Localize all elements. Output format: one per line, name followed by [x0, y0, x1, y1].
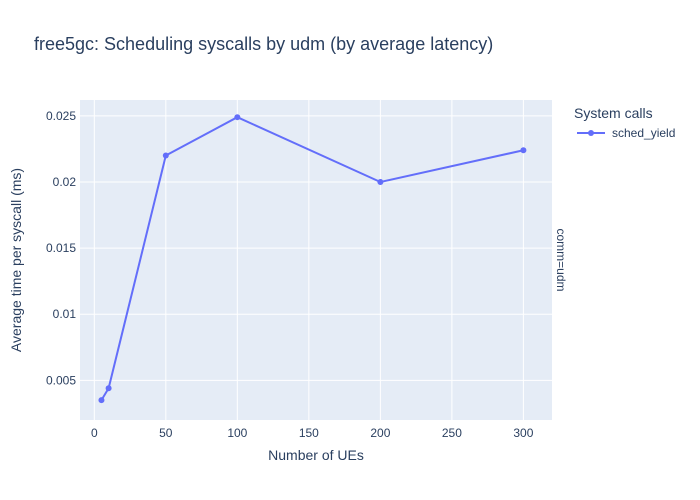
data-point[interactable]	[98, 397, 105, 404]
data-point[interactable]	[234, 114, 241, 121]
data-point[interactable]	[162, 152, 169, 159]
y-tick-label: 0.01	[53, 307, 77, 321]
data-point[interactable]	[520, 147, 527, 154]
data-point[interactable]	[377, 178, 384, 185]
legend-title: System calls	[574, 105, 653, 121]
series-layer	[98, 114, 527, 404]
y-tick-label: 0.015	[46, 241, 76, 255]
y-tick-label: 0.02	[53, 175, 77, 189]
y-tick-labels: 0.005 0.01 0.015 0.02 0.025	[46, 109, 76, 387]
y-axis-title: Average time per syscall (ms)	[8, 168, 24, 352]
x-tick-label: 200	[370, 426, 390, 440]
x-tick-label: 100	[227, 426, 247, 440]
x-tick-label: 300	[513, 426, 533, 440]
x-axis-title: Number of UEs	[268, 447, 364, 463]
x-tick-label: 250	[442, 426, 462, 440]
x-tick-label: 50	[159, 426, 173, 440]
chart-title: free5gc: Scheduling syscalls by udm (by …	[34, 34, 493, 54]
legend-item-sched-yield[interactable]: sched_yield	[577, 126, 675, 140]
x-tick-label: 0	[91, 426, 98, 440]
legend-marker-swatch	[588, 130, 594, 136]
data-point[interactable]	[105, 385, 112, 392]
x-tick-label: 150	[299, 426, 319, 440]
facet-label: comm=udm	[554, 228, 568, 291]
y-tick-label: 0.025	[46, 109, 76, 123]
legend-label: sched_yield	[612, 126, 675, 140]
x-tick-labels: 0 50 100 150 200 250 300	[91, 426, 534, 440]
plot-area	[80, 100, 552, 420]
y-tick-label: 0.005	[46, 373, 76, 387]
